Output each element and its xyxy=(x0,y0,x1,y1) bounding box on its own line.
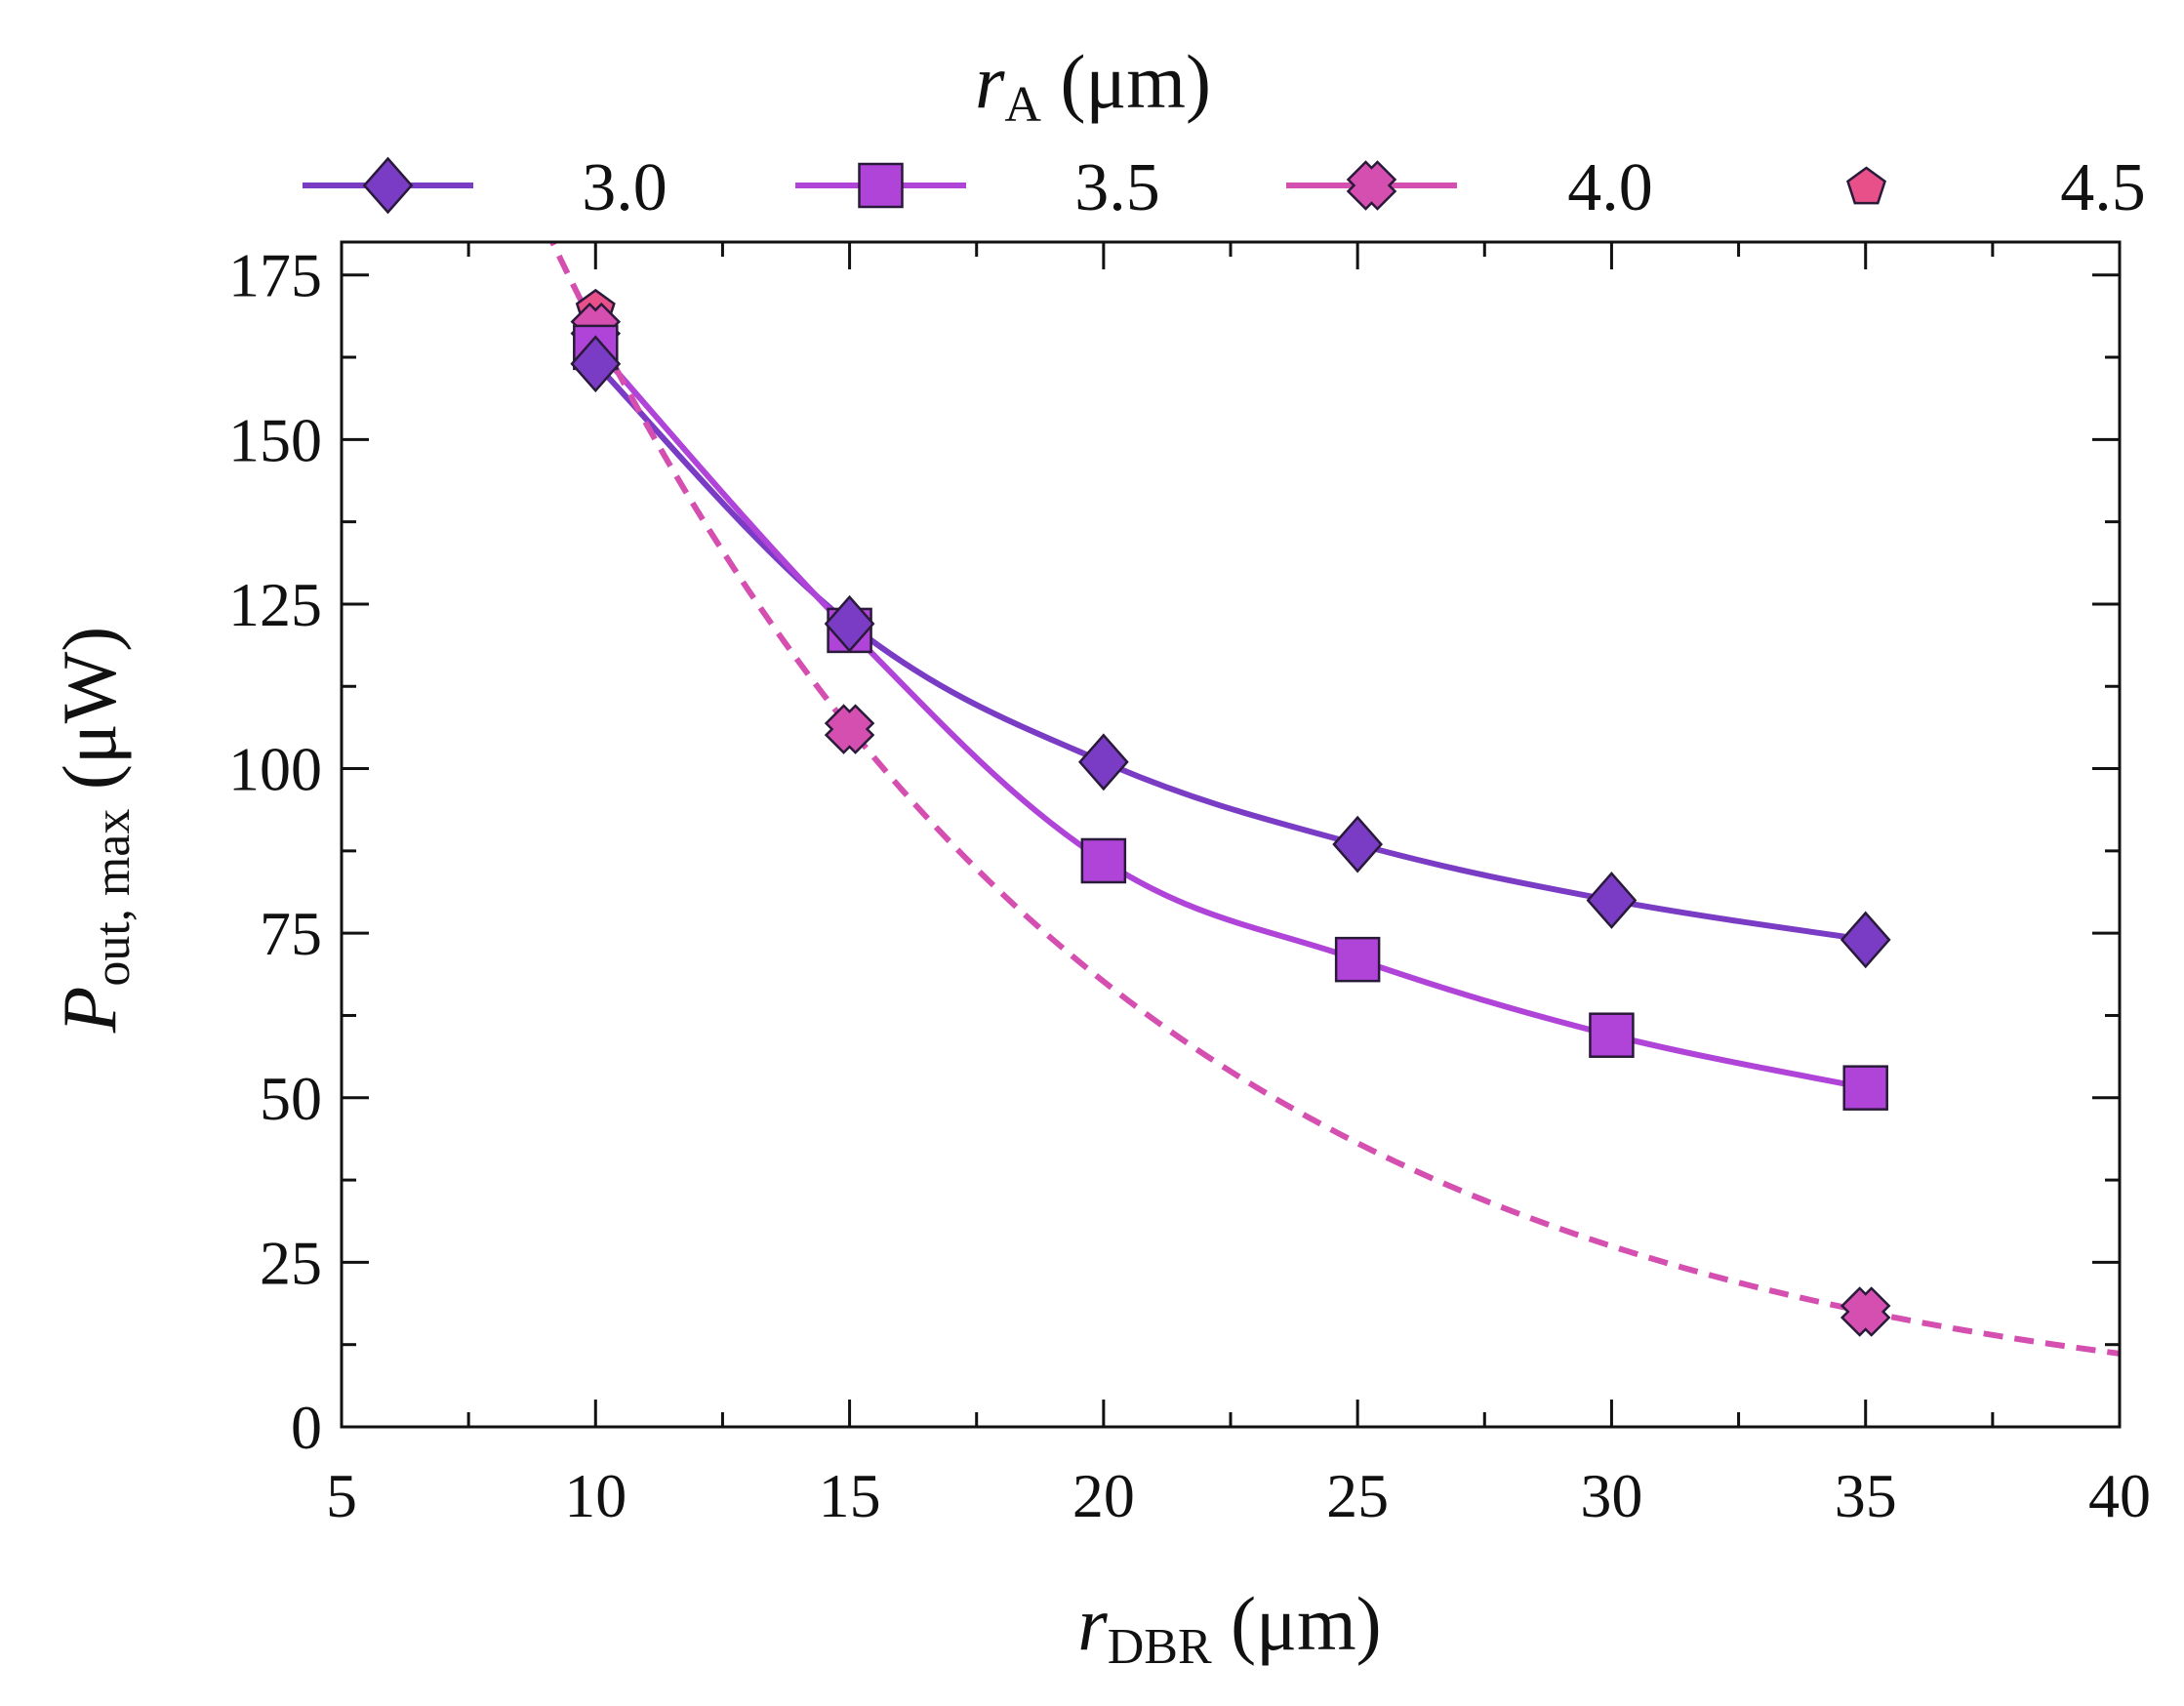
series-line-3.0 xyxy=(593,361,1867,943)
data-point-3.5 xyxy=(1589,1012,1635,1058)
legend-title-sub: A xyxy=(1004,77,1041,133)
x-tick-label: 35 xyxy=(1835,1461,1897,1530)
y-tick-label: 25 xyxy=(260,1228,322,1297)
plot-frame xyxy=(340,240,2122,1429)
x-tick-label: 15 xyxy=(819,1461,881,1530)
y-axis-title-spacer xyxy=(47,790,132,809)
legend-label-3.5: 3.5 xyxy=(1074,150,1160,225)
y-axis-title-sub: out, max xyxy=(85,809,141,987)
legend-title-unit: (μm) xyxy=(1060,39,1210,124)
data-point-4.0 xyxy=(1840,1286,1891,1337)
x-axis-title-var: r xyxy=(1077,1581,1108,1666)
x-tick-label: 20 xyxy=(1072,1461,1135,1530)
data-point-3.5 xyxy=(1842,1065,1888,1111)
data-point-3.0 xyxy=(1586,872,1638,929)
legend-marker-3.5 xyxy=(858,162,904,209)
x-axis-title-spacer xyxy=(1212,1581,1232,1666)
series-line-3.5 xyxy=(593,345,1867,1091)
y-axis-title-unit: (μW) xyxy=(47,627,132,790)
y-tick-label: 175 xyxy=(228,241,322,310)
x-axis-title-sub: DBR xyxy=(1108,1619,1212,1675)
x-axis-title: rDBR (μm) xyxy=(1077,1581,1381,1675)
y-tick-label: 75 xyxy=(260,899,322,968)
legend-label-4.0: 4.0 xyxy=(1567,150,1653,225)
x-tick-label: 40 xyxy=(2088,1461,2151,1530)
x-tick-label: 30 xyxy=(1580,1461,1642,1530)
y-tick-label: 125 xyxy=(228,570,322,639)
x-tick-label: 5 xyxy=(326,1461,357,1530)
legend-title: rA (μm) xyxy=(975,39,1211,133)
tick-labels: 5 10 15 20 25 30 35 40 0 25 50 75 100 125 150 175 xyxy=(228,241,2151,1530)
legend-marker-4.0 xyxy=(1346,160,1397,211)
axis-ticks xyxy=(340,242,2122,1429)
x-axis-title-unit: (μm) xyxy=(1231,1581,1381,1666)
y-tick-label: 150 xyxy=(228,405,322,474)
legend-label-4.5: 4.5 xyxy=(2060,150,2146,225)
y-tick-label: 100 xyxy=(228,735,322,804)
x-tick-label: 10 xyxy=(564,1461,627,1530)
data-point-4.0 xyxy=(824,704,875,754)
legend-marker-3.0 xyxy=(362,156,414,215)
y-tick-label: 0 xyxy=(291,1393,322,1462)
data-point-3.5 xyxy=(1080,837,1127,884)
y-axis-title: Pout, max (μW) xyxy=(47,627,141,1035)
plot-markers xyxy=(570,288,1891,1337)
legend-marker-4.5 xyxy=(1846,166,1886,205)
data-point-3.0 xyxy=(570,335,622,393)
data-point-3.0 xyxy=(1077,733,1129,792)
data-point-3.0 xyxy=(824,594,875,653)
data-point-3.5 xyxy=(1334,936,1381,983)
x-tick-label: 25 xyxy=(1326,1461,1389,1530)
series-fit-4.0 xyxy=(548,242,2120,1357)
legend-title-var: r xyxy=(975,39,1005,124)
legend-label-3.0: 3.0 xyxy=(582,150,667,225)
legend: 3.0 3.5 4.0 4.5 xyxy=(303,150,2146,225)
y-axis-title-var: P xyxy=(47,987,132,1035)
legend-title-spacer xyxy=(1041,39,1061,124)
y-tick-label: 50 xyxy=(260,1064,322,1133)
data-point-3.0 xyxy=(1332,815,1384,873)
data-point-3.0 xyxy=(1840,911,1891,969)
